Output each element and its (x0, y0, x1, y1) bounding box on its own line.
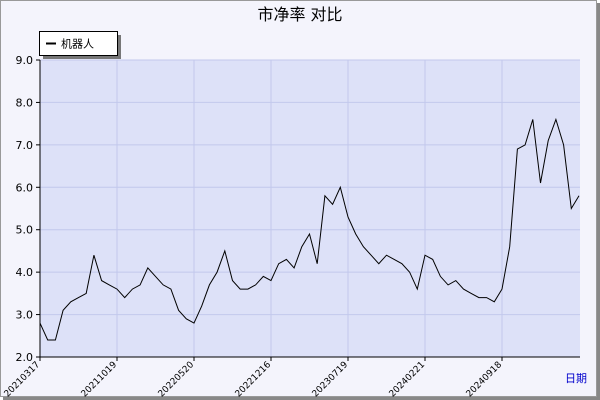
legend: 机器人 (39, 31, 121, 59)
y-tick-label: 4.0 (16, 266, 34, 279)
y-tick-label: 5.0 (16, 224, 34, 237)
plot-area (40, 60, 580, 357)
y-tick-label: 2.0 (16, 351, 34, 364)
data-line (39, 117, 580, 341)
y-tick-label: 9.0 (16, 54, 34, 67)
y-tick-label: 3.0 (16, 309, 34, 322)
x-axis-label: 日期 (565, 372, 587, 385)
y-tick-label: 8.0 (16, 96, 34, 109)
y-tick-label: 6.0 (16, 181, 34, 194)
legend-label: 机器人 (61, 37, 94, 51)
y-tick-label: 7.0 (16, 139, 34, 152)
shadow (3, 397, 600, 400)
shadow (597, 3, 600, 400)
chart-title: 市净率 对比 (257, 5, 342, 24)
